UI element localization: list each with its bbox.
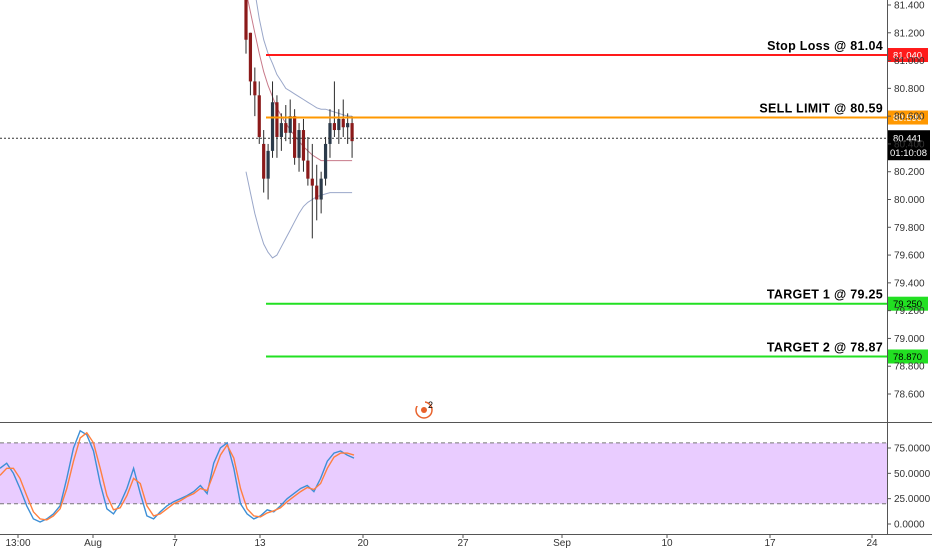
candle-body [270,102,275,151]
candle-body [341,118,345,128]
target-1-tag [888,296,928,311]
price-axis-label: 79.800 [894,223,925,234]
oscillator-axis-label: 25.0000 [894,494,931,505]
price-axis-label: 80.800 [894,84,925,95]
sell-limit-tag [888,110,928,125]
candle-body [350,123,354,142]
target-1-label: TARGET 1 @ 79.25 [767,288,883,302]
candle-body [288,116,292,133]
candle-body [248,32,253,82]
price-levels: Stop Loss @ 81.04 81.040 SELL LIMIT @ 80.5… [266,39,928,364]
price-axis-label: 80.000 [894,195,925,206]
candle-body [323,143,328,179]
stop-loss-label: Stop Loss @ 81.04 [767,39,883,53]
candle-body [275,102,279,137]
candle-body [332,123,336,131]
stochastic-oscillator [0,429,887,523]
price-axis-label: 80.200 [894,167,925,178]
price-axis-label: 81.400 [894,1,925,12]
time-axis-label: 10 [661,538,673,549]
sell-limit-tag-label: 80.590 [893,113,922,124]
candle-body [279,123,283,137]
marker-badge: 2 [428,400,433,410]
time-axis[interactable]: 13:00 Aug 7 13 20 27 Sep 10 17 24 [5,534,878,549]
oscillator-series-k [0,429,355,523]
candle-body [346,123,350,128]
candle-body [257,95,261,137]
candle-body [293,116,297,158]
candle-body [244,0,248,40]
candle-body [306,160,310,179]
price-axis-label: 79.000 [894,334,925,345]
event-marker[interactable]: 2 [415,400,433,419]
stop-loss-tag [888,48,928,63]
price-axis-label: 81.000 [894,56,925,67]
time-axis-label: 17 [764,538,776,549]
candle-body [319,178,323,200]
band-lower-line [245,171,353,259]
oscillator-zone [0,442,887,504]
oscillator-axis-label: 0.0000 [894,520,925,531]
price-axis-label: 79.200 [894,306,925,317]
candle-body [337,118,341,131]
candles [244,0,354,239]
candle-body [262,143,266,179]
candle-body [266,150,270,179]
time-axis-label: 13 [254,538,266,549]
price-axis-label: 78.800 [894,362,925,373]
time-axis-label: 7 [172,538,178,549]
price-axis-label: 80.600 [894,112,925,123]
oscillator-axis[interactable]: 75.0000 50.0000 25.0000 0.0000 [887,444,931,531]
candle-body [284,123,288,133]
target-2-tag-label: 78.870 [893,352,922,363]
current-price-countdown: 01:10:08 [890,148,927,159]
price-axis-label: 78.600 [894,390,925,401]
candle-body [310,178,314,186]
candle-body [253,81,257,96]
target-2-tag [888,349,928,364]
price-axis-label: 81.200 [894,28,925,39]
marker-ring-gap [416,400,425,406]
oscillator-axis-label: 75.0000 [894,444,931,455]
sell-limit-label: SELL LIMIT @ 80.59 [759,102,883,116]
price-axis-label: 79.400 [894,278,925,289]
price-axis-label: 79.600 [894,251,925,262]
target-2-label: TARGET 2 @ 78.87 [767,340,883,354]
current-price-line: 80.441 01:10:08 [0,130,930,161]
stop-loss-tag-label: 81.040 [893,51,922,62]
marker-dot-icon [421,407,427,413]
candle-body [315,185,319,200]
time-axis-label: 13:00 [5,538,30,549]
time-axis-label: 20 [357,538,369,549]
target-1-tag-label: 79.250 [893,299,922,310]
candle-body [297,130,301,158]
oscillator-axis-label: 50.0000 [894,469,931,480]
time-axis-label: Aug [84,538,102,549]
time-axis-label: 27 [457,538,469,549]
time-axis-label: Sep [553,538,571,549]
current-price-value: 80.441 [893,134,922,145]
time-axis-label: 24 [866,538,878,549]
candle-body [301,130,306,161]
oscillator-series-d [0,431,355,521]
price-axis-label: 80.400 [894,139,925,150]
price-axis[interactable]: 81.400 81.200 81.000 80.800 80.600 80.400 80.2… [887,1,925,401]
candle-body [328,123,332,144]
current-price-tag [888,130,930,161]
